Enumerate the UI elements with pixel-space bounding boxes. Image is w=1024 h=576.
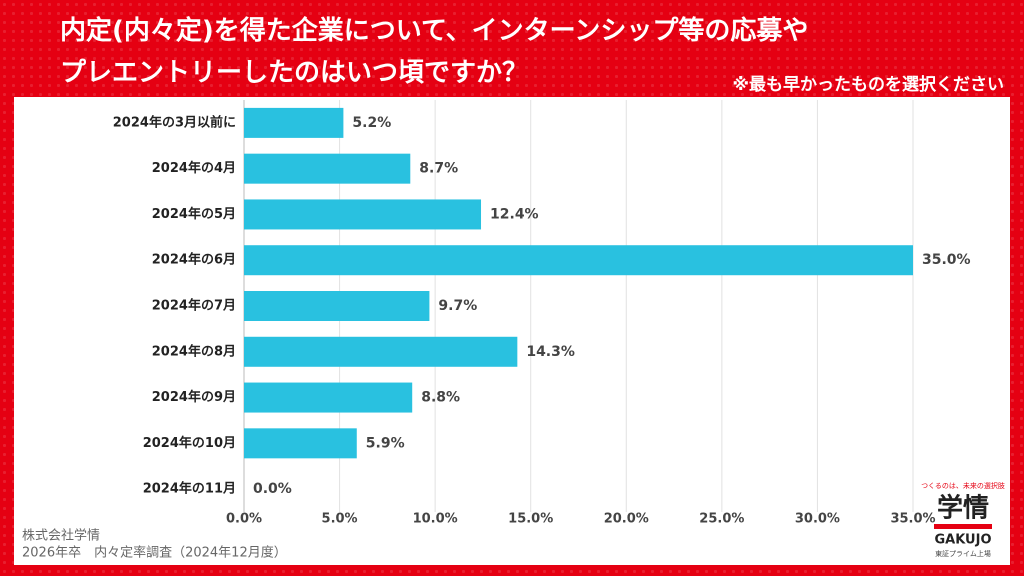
title-line: 内定(内々定)を得た企業について、インターンシップ等の応募や — [60, 16, 809, 46]
x-tick-label: 15.0% — [508, 512, 553, 527]
footer-survey: 2026年卒 内々定率調査（2024年12月度） — [22, 545, 287, 561]
bar — [244, 382, 413, 413]
y-tick-label: 2024年の7月 — [152, 298, 236, 314]
bar — [244, 428, 357, 459]
chart-panel — [14, 97, 1010, 565]
bar — [244, 107, 344, 138]
value-label: 5.9% — [366, 435, 405, 451]
y-tick-label: 2024年の10月 — [143, 435, 236, 451]
y-tick-label: 2024年の4月 — [152, 160, 236, 176]
x-tick-label: 25.0% — [699, 512, 744, 527]
y-tick-label: 2024年の6月 — [152, 252, 236, 268]
x-tick-label: 5.0% — [322, 512, 358, 527]
footer-company: 株式会社学情 — [22, 528, 100, 544]
logo-bar — [934, 524, 992, 529]
y-tick-label: 2024年の8月 — [152, 343, 236, 359]
y-tick-label: 2024年の3月以前に — [113, 114, 236, 130]
value-label: 8.7% — [419, 161, 458, 177]
value-label: 8.8% — [421, 390, 460, 406]
bar — [244, 245, 913, 276]
y-tick-label: 2024年の5月 — [152, 206, 236, 222]
bar — [244, 199, 482, 230]
logo-roman: GAKUJO — [934, 533, 991, 548]
bar — [244, 291, 430, 321]
value-label: 9.7% — [438, 298, 477, 314]
logo-tagline: つくるのは、未来の選択肢 — [921, 481, 1005, 490]
x-tick-label: 0.0% — [226, 512, 262, 527]
bar — [244, 336, 518, 367]
x-tick-label: 30.0% — [795, 512, 840, 527]
value-label: 5.2% — [352, 115, 391, 131]
value-label: 0.0% — [253, 481, 292, 497]
x-tick-label: 35.0% — [890, 512, 935, 527]
value-label: 35.0% — [922, 252, 971, 268]
subtitle: ※最も早かったものを選択ください — [732, 75, 1004, 95]
x-tick-label: 10.0% — [413, 512, 458, 527]
title-line: プレエントリーしたのはいつ頃ですか？ — [60, 58, 529, 88]
value-label: 12.4% — [490, 206, 539, 222]
x-tick-label: 20.0% — [604, 512, 649, 527]
y-tick-label: 2024年の9月 — [152, 389, 236, 405]
bar — [244, 153, 411, 184]
logo-listing: 東証プライム上場 — [935, 549, 991, 558]
logo-name: 学情 — [937, 493, 989, 524]
y-tick-label: 2024年の11月 — [143, 481, 236, 497]
value-label: 14.3% — [526, 344, 575, 360]
